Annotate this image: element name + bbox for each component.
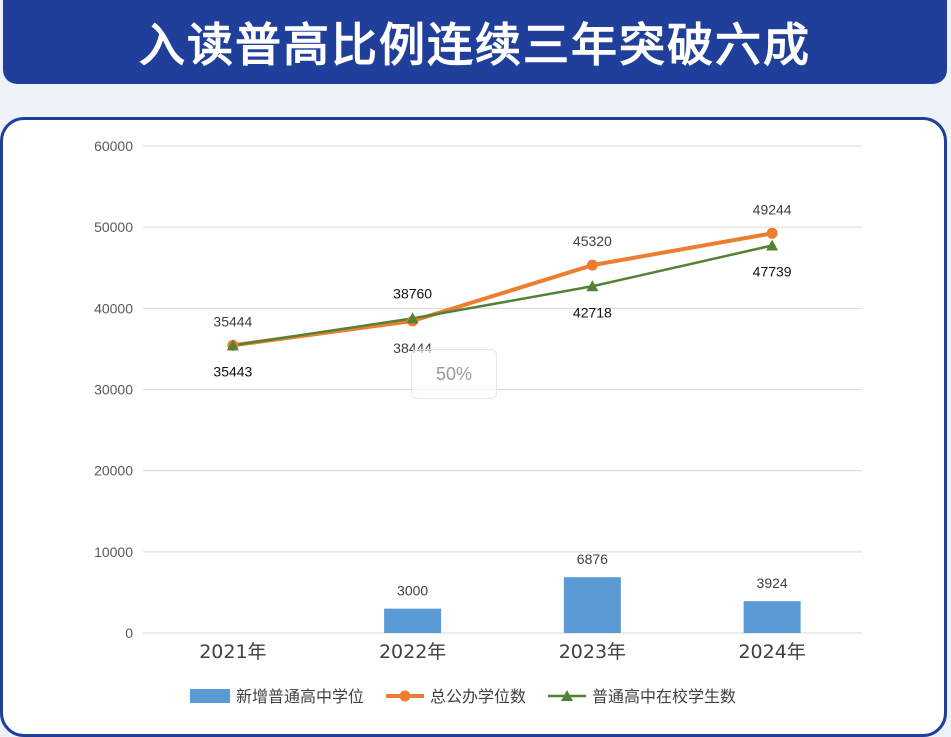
zoom-badge: 50%	[411, 349, 497, 399]
chart-panel	[0, 117, 947, 737]
enrolled-data-label: 47739	[753, 264, 792, 280]
total-data-label: 35444	[213, 313, 252, 329]
y-tick-label: 0	[125, 625, 133, 641]
title-banner: 入读普高比例连续三年突破六成	[3, 0, 947, 84]
bar-data-label: 6876	[577, 551, 608, 567]
x-tick-label: 2021年	[199, 641, 266, 663]
x-tick-label: 2023年	[559, 641, 626, 663]
y-tick-label: 50000	[94, 219, 133, 235]
total-data-label: 49244	[753, 201, 792, 217]
enrolled-series-line	[232, 244, 773, 347]
total-point	[766, 227, 778, 239]
total-data-label: 45320	[573, 233, 612, 249]
legend-label: 新增普通高中学位	[236, 687, 364, 706]
enrolled-point	[586, 280, 599, 292]
bar-data-label: 3924	[757, 575, 788, 591]
enrolled-point	[406, 312, 419, 324]
enrolled-data-label: 35443	[213, 363, 252, 379]
enrolled-data-label: 42718	[573, 304, 612, 320]
enrolled-point	[766, 239, 779, 251]
y-tick-label: 60000	[94, 138, 133, 154]
y-tick-label: 20000	[94, 463, 133, 479]
legend-bar-swatch	[190, 689, 230, 703]
legend-enrolled-marker	[561, 690, 573, 701]
legend-total-marker	[399, 690, 411, 702]
legend-label: 普通高中在校学生数	[592, 687, 736, 706]
total-point	[586, 259, 598, 271]
legend-label: 总公办学位数	[430, 687, 526, 706]
enrolled-point	[226, 339, 239, 351]
bar	[384, 608, 442, 633]
y-tick-label: 40000	[94, 300, 133, 316]
x-tick-label: 2022年	[379, 641, 446, 663]
bar	[563, 577, 621, 633]
y-tick-label: 30000	[94, 382, 133, 398]
bar-data-label: 3000	[397, 583, 428, 599]
chart: 0 10000 20000 30000 40000 50000 60000 2021年 2022…	[94, 138, 862, 706]
y-tick-label: 10000	[94, 544, 133, 560]
bar	[743, 601, 801, 633]
x-tick-label: 2024年	[738, 641, 805, 663]
total-series-line	[232, 231, 773, 348]
page-title: 入读普高比例连续三年突破六成	[139, 18, 811, 72]
enrolled-data-label: 38760	[393, 285, 432, 301]
